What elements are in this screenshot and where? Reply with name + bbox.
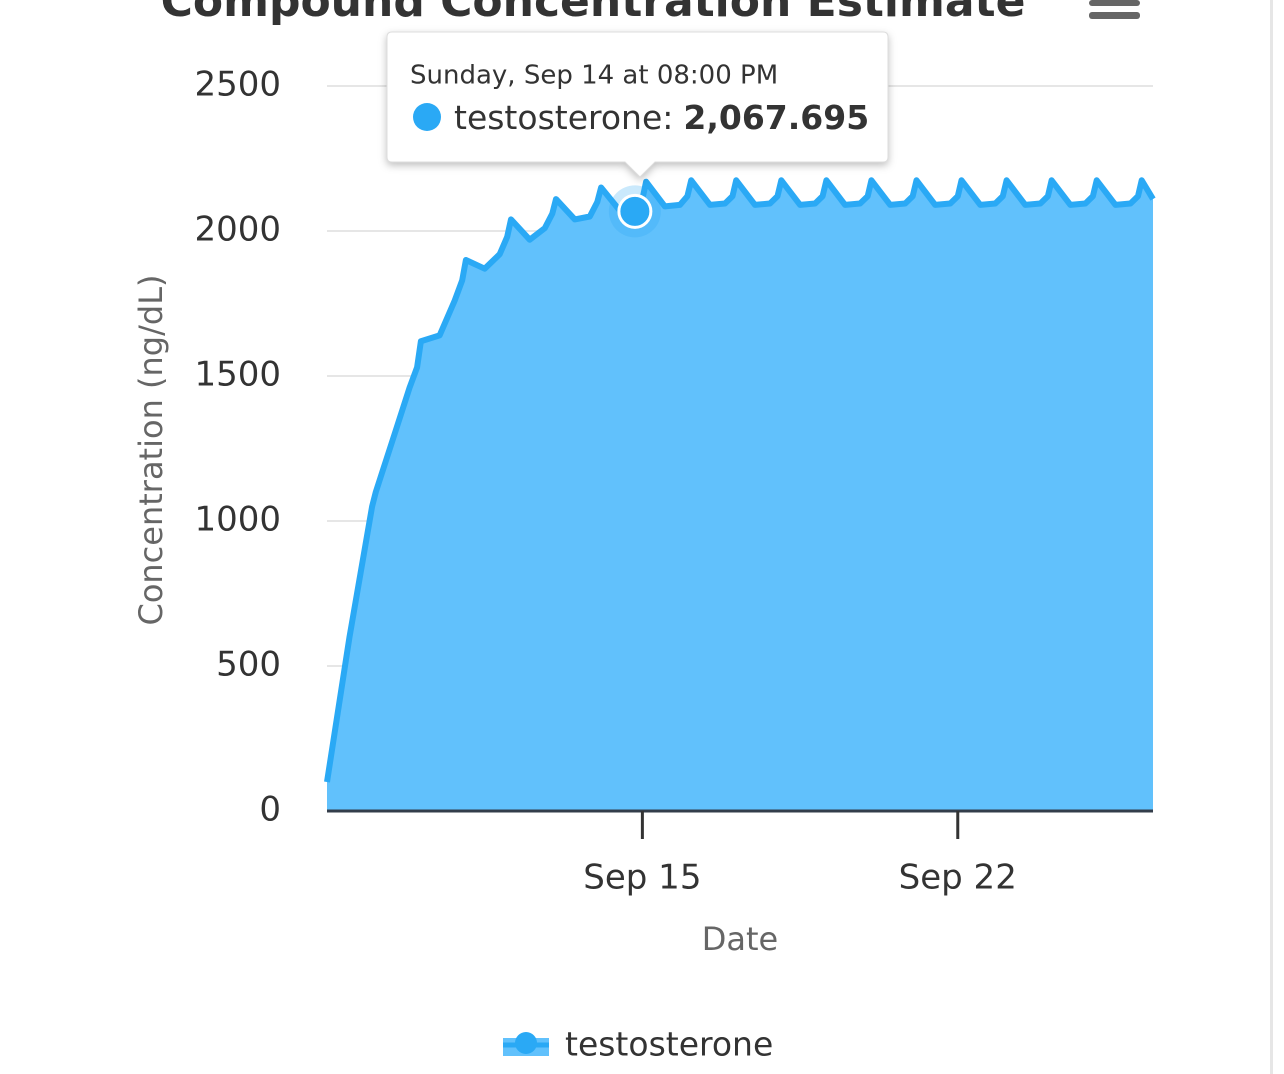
tooltip-label: testosterone:	[454, 98, 673, 137]
scrollbar	[1270, 0, 1273, 1074]
hover-marker	[617, 193, 653, 229]
x-axis-title: Date	[702, 920, 778, 958]
tooltip-dot	[413, 103, 441, 131]
area-line	[324, 177, 1156, 783]
tooltip: Sunday, Sep 14 at 08:00 PM testosterone: 2…	[386, 31, 889, 178]
menu-bar	[1089, 0, 1140, 6]
legend-item[interactable]: testosterone	[503, 1025, 773, 1064]
x-tick-label: Sep 22	[899, 858, 1017, 898]
area-fill	[327, 180, 1153, 812]
y-tick-label: 0	[259, 790, 281, 830]
tooltip-text: testosterone: 2,067.695	[454, 98, 869, 137]
y-tick-label: 1500	[194, 355, 281, 395]
legend-marker	[515, 1032, 537, 1054]
tooltip-header: Sunday, Sep 14 at 08:00 PM	[410, 61, 778, 91]
menu-button[interactable]	[1089, 0, 1140, 19]
y-axis-title: Concentration (ng/dL)	[132, 274, 170, 625]
y-tick-label: 500	[216, 645, 281, 685]
x-tick-label: Sep 15	[583, 858, 701, 898]
tooltip-box	[386, 31, 889, 178]
y-tick-label: 2000	[194, 210, 281, 250]
y-tick-label: 1000	[194, 500, 281, 540]
chart-title: Compound Concentration Estimate	[161, 0, 1026, 27]
tooltip-value: 2,067.695	[683, 98, 869, 137]
legend-label: testosterone	[565, 1025, 773, 1064]
menu-bar	[1089, 12, 1140, 19]
y-tick-label: 2500	[194, 65, 281, 105]
